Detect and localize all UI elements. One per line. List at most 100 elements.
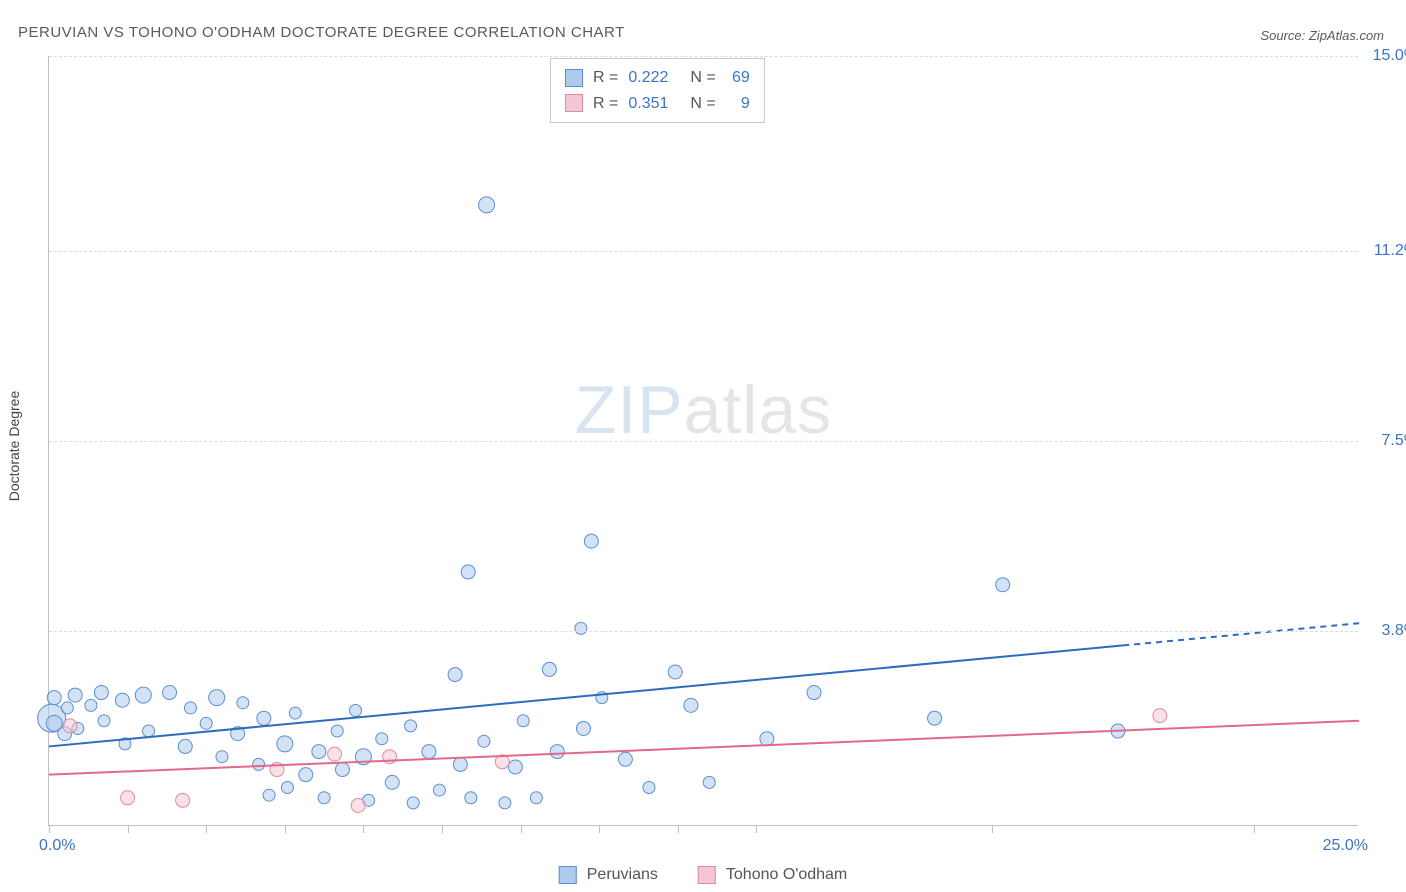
scatter-point [253, 758, 265, 770]
gridline [49, 251, 1358, 252]
scatter-point [465, 792, 477, 804]
scatter-point [94, 686, 108, 700]
scatter-point [68, 688, 82, 702]
scatter-point [61, 702, 73, 714]
legend-swatch [698, 866, 716, 884]
scatter-point [1153, 709, 1167, 723]
x-tick [442, 825, 443, 833]
scatter-point [351, 798, 365, 812]
scatter-point [405, 720, 417, 732]
scatter-point [331, 725, 343, 737]
scatter-point [996, 578, 1010, 592]
scatter-point [176, 793, 190, 807]
scatter-point [928, 711, 942, 725]
scatter-point [807, 686, 821, 700]
scatter-point [289, 707, 301, 719]
x-tick [206, 825, 207, 833]
scatter-point [121, 791, 135, 805]
series-legend: Peruvians Tohono O'odham [559, 866, 848, 884]
legend-item: Peruvians [559, 866, 658, 884]
y-tick-label: 3.8% [1363, 622, 1406, 640]
scatter-point [584, 534, 598, 548]
scatter-point [281, 782, 293, 794]
scatter-point [312, 745, 326, 759]
scatter-point [542, 662, 556, 676]
trend-line-dashed [1123, 623, 1359, 645]
legend-r-value: 0.351 [628, 91, 668, 117]
scatter-point [407, 797, 419, 809]
legend-row: R =0.351N =9 [565, 91, 750, 117]
legend-n-label: N = [690, 91, 715, 117]
x-tick [992, 825, 993, 833]
scatter-point [328, 747, 342, 761]
scatter-point [499, 797, 511, 809]
legend-r-label: R = [593, 65, 618, 91]
scatter-point [478, 735, 490, 747]
scatter-point [643, 782, 655, 794]
x-tick [1254, 825, 1255, 833]
correlation-legend: R =0.222N =69R =0.351N =9 [550, 58, 765, 123]
chart-title: PERUVIAN VS TOHONO O'ODHAM DOCTORATE DEG… [18, 24, 625, 41]
scatter-point [335, 763, 349, 777]
legend-swatch [559, 866, 577, 884]
gridline [49, 441, 1358, 442]
scatter-point [163, 686, 177, 700]
scatter-point [200, 717, 212, 729]
x-tick [756, 825, 757, 833]
scatter-point [209, 690, 225, 706]
scatter-point [318, 792, 330, 804]
legend-item: Tohono O'odham [698, 866, 847, 884]
source-label: Source: ZipAtlas.com [1260, 28, 1384, 43]
gridline [49, 631, 1358, 632]
scatter-point [576, 721, 590, 735]
scatter-point [178, 739, 192, 753]
scatter-point [350, 705, 362, 717]
scatter-point [98, 715, 110, 727]
scatter-point [299, 768, 313, 782]
scatter-point [618, 752, 632, 766]
scatter-point [684, 698, 698, 712]
legend-r-value: 0.222 [628, 65, 668, 91]
scatter-point [277, 736, 293, 752]
x-tick [128, 825, 129, 833]
scatter-point [237, 697, 249, 709]
scatter-point [448, 668, 462, 682]
scatter-point [143, 725, 155, 737]
scatter-point [257, 711, 271, 725]
scatter-point [530, 792, 542, 804]
y-axis-label: Doctorate Degree [6, 391, 22, 502]
x-tick [363, 825, 364, 833]
x-tick [599, 825, 600, 833]
scatter-point [422, 745, 436, 759]
gridline [49, 56, 1358, 57]
x-tick [49, 825, 50, 833]
scatter-point [453, 757, 467, 771]
scatter-point [479, 197, 495, 213]
legend-r-label: R = [593, 91, 618, 117]
scatter-point [376, 733, 388, 745]
y-tick-label: 15.0% [1363, 47, 1406, 65]
scatter-point [703, 776, 715, 788]
scatter-point [668, 665, 682, 679]
scatter-point [184, 702, 196, 714]
legend-series-label: Tohono O'odham [726, 866, 847, 884]
legend-swatch [565, 94, 583, 112]
x-tick [285, 825, 286, 833]
x-tick [678, 825, 679, 833]
scatter-point [517, 715, 529, 727]
scatter-point [47, 691, 61, 705]
x-tick [521, 825, 522, 833]
legend-swatch [565, 69, 583, 87]
scatter-point [85, 699, 97, 711]
scatter-point [263, 789, 275, 801]
legend-row: R =0.222N =69 [565, 65, 750, 91]
scatter-point [550, 745, 564, 759]
x-max-label: 25.0% [1323, 837, 1368, 855]
y-tick-label: 7.5% [1363, 432, 1406, 450]
x-min-label: 0.0% [39, 837, 75, 855]
y-tick-label: 11.2% [1363, 242, 1406, 260]
legend-n-label: N = [690, 65, 715, 91]
scatter-point [216, 751, 228, 763]
scatter-point [63, 719, 77, 733]
scatter-point [508, 760, 522, 774]
